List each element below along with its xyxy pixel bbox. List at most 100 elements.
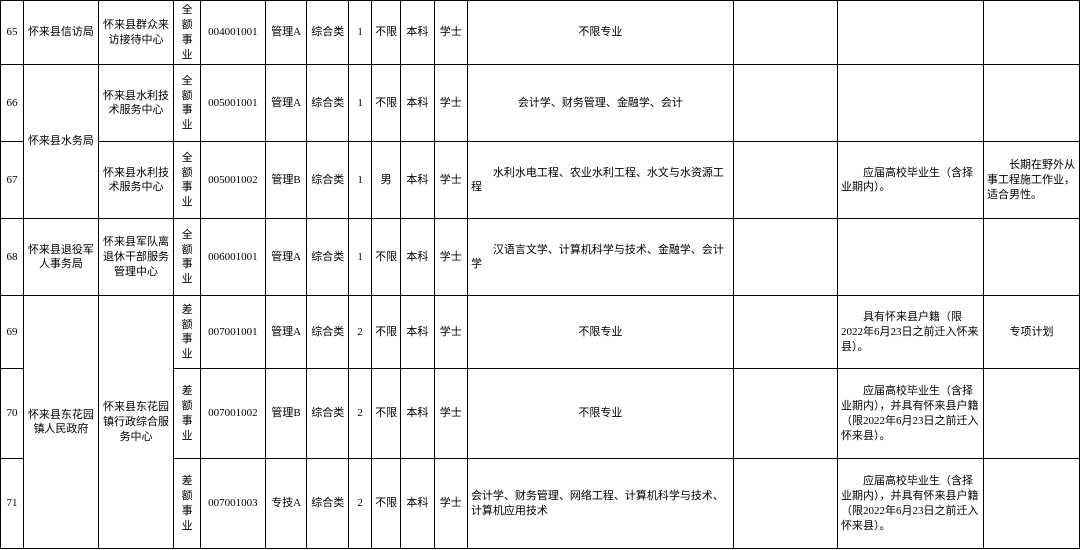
cell-code: 005001001 — [201, 65, 266, 142]
cell-deg: 学士 — [434, 369, 467, 459]
cell-major: 汉语言文学、计算机科学与技术、金融学、会计学 — [467, 219, 733, 296]
recruitment-table: 65 怀来县信访局 怀来县群众来访接待中心 全额事业 004001001 管理A… — [0, 0, 1080, 549]
cell-edu: 本科 — [401, 65, 434, 142]
cell-edu: 本科 — [401, 459, 434, 549]
cell-org: 怀来县东花园镇人民政府 — [23, 296, 98, 549]
cell-unit: 怀来县群众来访接待中心 — [98, 1, 173, 65]
cell-num: 2 — [349, 296, 372, 369]
cell-unit: 怀来县水利技术服务中心 — [98, 65, 173, 142]
table-row: 66 怀来县水务局 怀来县水利技术服务中心 全额事业 005001001 管理A… — [1, 65, 1080, 142]
table-row: 69 怀来县东花园镇人民政府 怀来县东花园镇行政综合服务中心 差额事业 0070… — [1, 296, 1080, 369]
cell-req1 — [733, 1, 837, 65]
cell-note — [983, 369, 1079, 459]
cell-idx: 67 — [1, 142, 24, 219]
cell-cat: 综合类 — [307, 65, 349, 142]
table-row: 67 怀来县水利技术服务中心 全额事业 005001002 管理B 综合类 1 … — [1, 142, 1080, 219]
cell-code: 007001003 — [201, 459, 266, 549]
cell-code: 004001001 — [201, 1, 266, 65]
cell-req1 — [733, 459, 837, 549]
cell-code: 005001002 — [201, 142, 266, 219]
cell-sex: 不限 — [372, 65, 401, 142]
cell-edu: 本科 — [401, 296, 434, 369]
cell-req1 — [733, 142, 837, 219]
cell-cat: 综合类 — [307, 459, 349, 549]
cell-edu: 本科 — [401, 1, 434, 65]
cell-cat: 综合类 — [307, 369, 349, 459]
cell-req1 — [733, 65, 837, 142]
cell-deg: 学士 — [434, 65, 467, 142]
cell-major: 会计学、财务管理、网络工程、计算机科学与技术、计算机应用技术 — [467, 459, 733, 549]
cell-req2 — [838, 1, 984, 65]
cell-sex: 男 — [372, 142, 401, 219]
cell-deg: 学士 — [434, 142, 467, 219]
cell-sex: 不限 — [372, 296, 401, 369]
cell-type: 差额事业 — [174, 459, 201, 549]
cell-pos: 管理B — [265, 142, 307, 219]
cell-req1 — [733, 296, 837, 369]
cell-num: 1 — [349, 219, 372, 296]
cell-pos: 管理B — [265, 369, 307, 459]
cell-idx: 68 — [1, 219, 24, 296]
cell-sex: 不限 — [372, 369, 401, 459]
cell-note — [983, 219, 1079, 296]
cell-deg: 学士 — [434, 219, 467, 296]
cell-org: 怀来县退役军人事务局 — [23, 219, 98, 296]
cell-type: 全额事业 — [174, 219, 201, 296]
cell-pos: 管理A — [265, 1, 307, 65]
cell-num: 2 — [349, 459, 372, 549]
cell-pos: 管理A — [265, 219, 307, 296]
cell-idx: 65 — [1, 1, 24, 65]
cell-cat: 综合类 — [307, 219, 349, 296]
cell-type: 差额事业 — [174, 296, 201, 369]
cell-code: 006001001 — [201, 219, 266, 296]
cell-edu: 本科 — [401, 369, 434, 459]
cell-cat: 综合类 — [307, 142, 349, 219]
cell-note — [983, 65, 1079, 142]
cell-type: 全额事业 — [174, 142, 201, 219]
cell-sex: 不限 — [372, 219, 401, 296]
cell-num: 2 — [349, 369, 372, 459]
cell-req1 — [733, 219, 837, 296]
cell-idx: 71 — [1, 459, 24, 549]
cell-pos: 管理A — [265, 296, 307, 369]
cell-cat: 综合类 — [307, 1, 349, 65]
cell-edu: 本科 — [401, 142, 434, 219]
cell-type: 差额事业 — [174, 369, 201, 459]
cell-req2: 应届高校毕业生（含择业期内），并具有怀来县户籍（限2022年6月23日之前迁入怀… — [838, 459, 984, 549]
cell-note — [983, 1, 1079, 65]
cell-sex: 不限 — [372, 459, 401, 549]
cell-note: 长期在野外从事工程施工作业，适合男性。 — [983, 142, 1079, 219]
cell-req2 — [838, 219, 984, 296]
cell-type: 全额事业 — [174, 1, 201, 65]
cell-sex: 不限 — [372, 1, 401, 65]
table-row: 68 怀来县退役军人事务局 怀来县军队离退休干部服务管理中心 全额事业 0060… — [1, 219, 1080, 296]
cell-req2: 具有怀来县户籍（限2022年6月23日之前迁入怀来县）。 — [838, 296, 984, 369]
cell-edu: 本科 — [401, 219, 434, 296]
cell-major: 不限专业 — [467, 296, 733, 369]
cell-org: 怀来县信访局 — [23, 1, 98, 65]
cell-idx: 70 — [1, 369, 24, 459]
cell-major: 会计学、财务管理、金融学、会计 — [467, 65, 733, 142]
cell-req2: 应届高校毕业生（含择业期内）。 — [838, 142, 984, 219]
cell-major: 不限专业 — [467, 1, 733, 65]
cell-num: 1 — [349, 1, 372, 65]
cell-cat: 综合类 — [307, 296, 349, 369]
cell-deg: 学士 — [434, 459, 467, 549]
cell-num: 1 — [349, 142, 372, 219]
cell-unit: 怀来县军队离退休干部服务管理中心 — [98, 219, 173, 296]
table-row: 65 怀来县信访局 怀来县群众来访接待中心 全额事业 004001001 管理A… — [1, 1, 1080, 65]
cell-unit: 怀来县水利技术服务中心 — [98, 142, 173, 219]
cell-code: 007001001 — [201, 296, 266, 369]
cell-deg: 学士 — [434, 296, 467, 369]
cell-type: 全额事业 — [174, 65, 201, 142]
cell-major: 水利水电工程、农业水利工程、水文与水资源工程 — [467, 142, 733, 219]
cell-idx: 69 — [1, 296, 24, 369]
cell-req1 — [733, 369, 837, 459]
cell-req2: 应届高校毕业生（含择业期内），并具有怀来县户籍（限2022年6月23日之前迁入怀… — [838, 369, 984, 459]
cell-deg: 学士 — [434, 1, 467, 65]
cell-pos: 专技A — [265, 459, 307, 549]
cell-org: 怀来县水务局 — [23, 65, 98, 219]
cell-num: 1 — [349, 65, 372, 142]
cell-req2 — [838, 65, 984, 142]
cell-note: 专项计划 — [983, 296, 1079, 369]
